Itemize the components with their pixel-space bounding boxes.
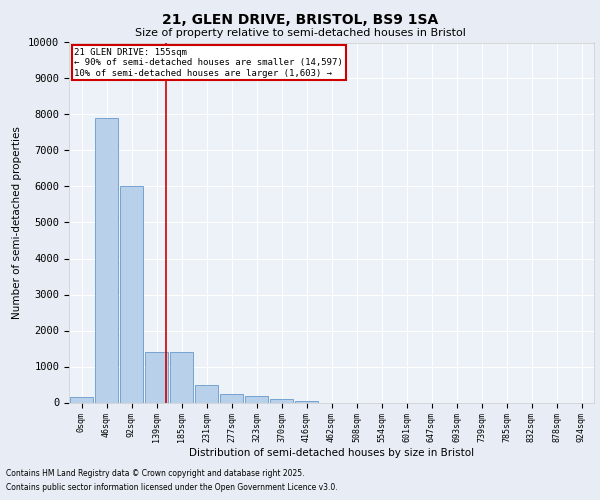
Bar	[245, 396, 268, 402]
Bar	[220, 394, 243, 402]
Bar	[195, 384, 218, 402]
Bar	[120, 186, 143, 402]
Text: 21 GLEN DRIVE: 155sqm
← 90% of semi-detached houses are smaller (14,597)
10% of : 21 GLEN DRIVE: 155sqm ← 90% of semi-deta…	[74, 48, 343, 78]
X-axis label: Distribution of semi-detached houses by size in Bristol: Distribution of semi-detached houses by …	[189, 448, 474, 458]
Bar	[145, 352, 168, 403]
Text: Contains public sector information licensed under the Open Government Licence v3: Contains public sector information licen…	[6, 484, 338, 492]
Bar	[70, 397, 93, 402]
Bar	[295, 401, 318, 402]
Bar	[270, 399, 293, 402]
Bar	[95, 118, 118, 403]
Text: 21, GLEN DRIVE, BRISTOL, BS9 1SA: 21, GLEN DRIVE, BRISTOL, BS9 1SA	[162, 12, 438, 26]
Bar	[170, 352, 193, 403]
Text: Contains HM Land Registry data © Crown copyright and database right 2025.: Contains HM Land Registry data © Crown c…	[6, 468, 305, 477]
Y-axis label: Number of semi-detached properties: Number of semi-detached properties	[13, 126, 22, 319]
Text: Size of property relative to semi-detached houses in Bristol: Size of property relative to semi-detach…	[134, 28, 466, 38]
